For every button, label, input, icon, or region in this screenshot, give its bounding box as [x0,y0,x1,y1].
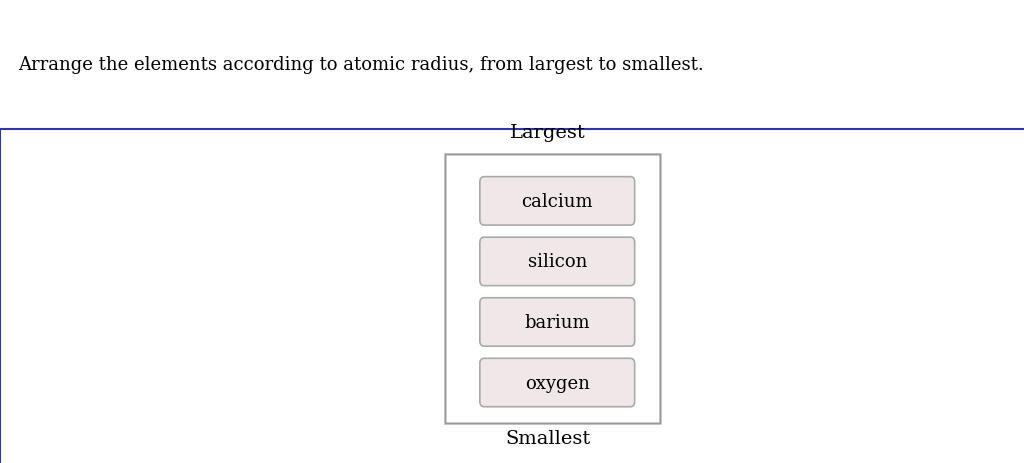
Text: Arrange the elements according to atomic radius, from largest to smallest.: Arrange the elements according to atomic… [18,56,705,74]
Text: Largest: Largest [510,123,586,141]
FancyBboxPatch shape [480,238,635,286]
Text: calcium: calcium [521,193,593,210]
Text: barium: barium [524,313,590,331]
FancyBboxPatch shape [445,155,660,424]
FancyBboxPatch shape [480,298,635,346]
Text: Smallest: Smallest [505,429,591,447]
FancyBboxPatch shape [480,177,635,225]
Text: silicon: silicon [527,253,587,271]
FancyBboxPatch shape [480,358,635,407]
Text: oxygen: oxygen [525,374,590,392]
